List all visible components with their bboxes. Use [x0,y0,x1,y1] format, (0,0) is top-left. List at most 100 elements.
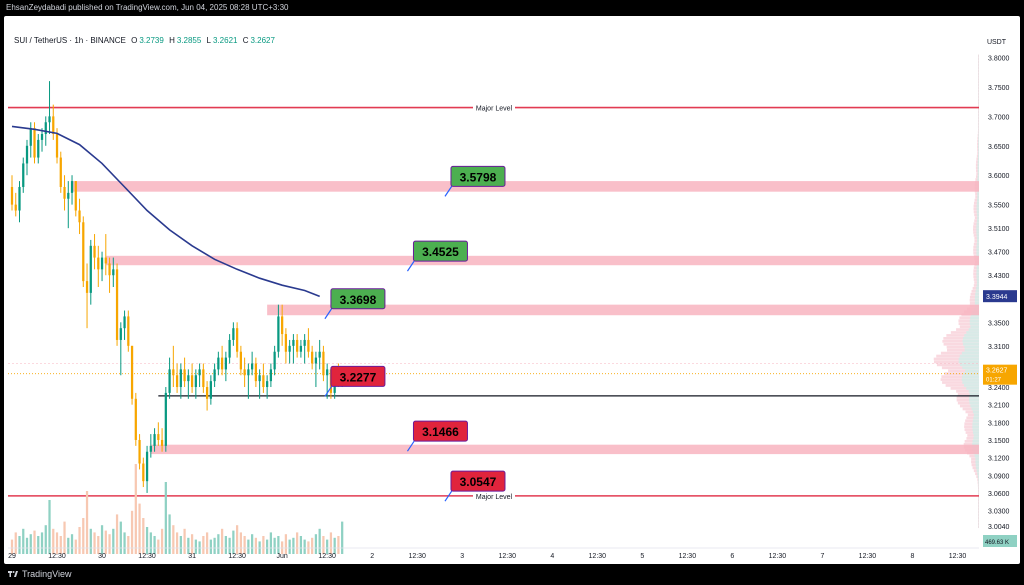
volume-bar [25,537,29,554]
volume-profile-bar-buy [968,328,979,331]
volume-bar [299,536,303,554]
price-chart[interactable]: Major Level Major Level 3.5798 3.4525 3.3698… [4,16,1020,564]
candle-body [149,445,152,452]
candle [220,345,224,376]
volume-bar [78,527,81,554]
volume-bar [130,510,134,554]
volume-profile-bar [941,366,979,370]
candle [153,428,156,452]
volume-profile-bar-buy [969,392,979,396]
candle [284,328,288,364]
volume-profile-bar-buy [973,437,979,440]
volume-profile-bar-buy [978,145,979,149]
volume-profile-bar-buy [972,439,979,443]
candle [164,387,167,452]
volume-profile-bar-buy [964,345,979,349]
candle [217,351,220,376]
volume-bar [296,532,299,554]
volume-profile-bar [974,216,979,220]
volume-bar [70,534,74,554]
volume-profile-bar-buy [978,484,979,487]
volume-profile-bar [933,357,979,361]
volume-profile-bar [978,522,979,526]
candle-body [89,245,92,293]
low-label: L [206,36,211,45]
volume-profile-bar [978,489,979,493]
volume-profile-bar-buy [978,136,979,140]
tradingview-logo-icon [8,571,18,577]
volume-profile-bar [978,525,979,529]
candle-body [55,134,59,158]
volume-bar [33,530,36,554]
volume-profile-bar [971,463,979,467]
volume-profile-bar [978,66,979,70]
volume-bar [153,536,156,554]
volume-profile-bar [978,495,979,499]
volume-profile-bar-buy [977,472,979,476]
candle-body [123,316,126,329]
volume-profile-bar-buy [976,469,979,473]
candle [119,322,122,376]
volume-bar [74,539,77,554]
y-axis: 3.8000 3.7500 3.7000 3.6500 3.6000 3.5500 3.51… [988,56,1010,531]
x-tick-label: 5 [640,553,644,560]
volume-profile-bar-buy [974,454,979,458]
volume-profile-bar [933,360,979,364]
candle [296,334,299,358]
volume-profile-bar [978,507,979,511]
volume-profile-bar [940,351,979,355]
candle-body [326,369,329,376]
volume-profile-bar [969,454,979,458]
candle-body [40,134,44,140]
volume-bar [224,536,227,554]
volume-bar [164,482,167,554]
volume-profile-bar-buy [975,457,979,461]
candle [52,104,55,140]
y-tick-label: 3.4300 [988,273,1010,280]
volume-profile-bar-buy [976,231,979,234]
price-label-box [450,470,506,492]
candle [37,134,40,164]
volume-bar [14,532,17,554]
volume-profile-bar-buy [976,466,979,470]
volume-bar [284,534,288,554]
candle [266,375,269,399]
volume-profile-bar [956,389,979,393]
candle-body [232,328,235,340]
volume-profile-bar-buy [976,236,979,240]
volume-bar [326,539,329,554]
volume-profile-bar [978,128,979,131]
volume-profile-bar [973,225,979,228]
volume-bar [160,528,164,554]
candle-body [307,339,310,352]
candle-body [258,375,261,382]
volume-profile-bar-buy [976,245,979,249]
candle-body [224,357,227,370]
price-label-resistance: 3.4525 [406,240,468,272]
volume-profile-bar [971,289,979,293]
volume-profile-bar-buy [976,239,979,243]
volume-profile-bar-buy [960,363,979,367]
candle [67,181,70,229]
volume-profile-bar [973,207,979,211]
y-tick-label: 3.8000 [988,56,1010,63]
candle-body [194,375,197,388]
candle-body [292,339,295,346]
candle-body [179,369,182,388]
volume-profile-bar [973,210,979,214]
volume-bar [232,530,235,554]
price-label-box [330,288,386,310]
volume-profile-bar [946,334,979,337]
candle-body [247,369,250,376]
candle [168,357,171,399]
symbol-name[interactable]: SUI / TetherUS · 1h · BINANCE [14,36,126,45]
volume-profile-bar-buy [976,201,979,205]
y-tick-label: 3.1200 [988,456,1010,463]
volume-profile-bar [941,375,979,378]
candle [40,128,44,152]
volume-profile-bar [978,492,979,496]
candle-body [82,222,85,282]
volume-profile-bar [973,251,979,255]
volume-bar [59,536,62,554]
